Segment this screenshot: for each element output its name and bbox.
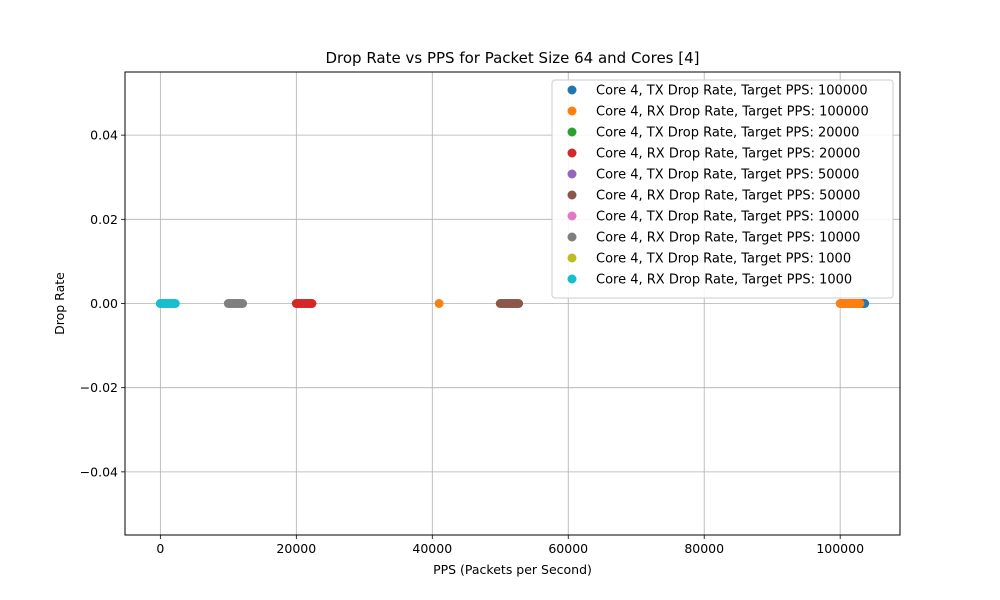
legend: Core 4, TX Drop Rate, Target PPS: 100000… bbox=[551, 79, 894, 299]
legend-marker bbox=[567, 190, 577, 200]
y-axis-label: Drop Rate bbox=[52, 272, 67, 335]
legend-box bbox=[551, 79, 894, 299]
y-tick-label: −0.02 bbox=[80, 380, 118, 395]
legend-marker bbox=[567, 232, 577, 242]
x-tick-label: 40000 bbox=[412, 541, 452, 556]
series-10 bbox=[155, 299, 180, 308]
y-tick-label: 0.02 bbox=[90, 212, 118, 227]
legend-label: Core 4, RX Drop Rate, Target PPS: 10000 bbox=[596, 231, 860, 246]
data-points bbox=[155, 299, 870, 308]
legend-label: Core 4, RX Drop Rate, Target PPS: 50000 bbox=[596, 189, 860, 204]
series-2 bbox=[434, 299, 865, 308]
data-point bbox=[307, 299, 317, 308]
data-point bbox=[170, 299, 180, 308]
series-8 bbox=[223, 299, 248, 308]
data-point bbox=[238, 299, 248, 308]
legend-marker bbox=[567, 211, 577, 221]
data-point bbox=[514, 299, 524, 308]
legend-label: Core 4, TX Drop Rate, Target PPS: 10000 bbox=[596, 210, 859, 225]
legend-label: Core 4, RX Drop Rate, Target PPS: 1000 bbox=[596, 273, 852, 288]
data-point bbox=[855, 299, 865, 308]
legend-marker bbox=[567, 85, 577, 95]
legend-label: Core 4, TX Drop Rate, Target PPS: 100000 bbox=[596, 84, 868, 99]
x-tick-label: 60000 bbox=[548, 541, 588, 556]
legend-marker bbox=[567, 127, 577, 137]
data-point bbox=[434, 299, 444, 308]
legend-label: Core 4, TX Drop Rate, Target PPS: 50000 bbox=[596, 168, 859, 183]
y-tick-label: 0.04 bbox=[90, 128, 118, 143]
y-tick-label: −0.04 bbox=[80, 464, 118, 479]
legend-marker bbox=[567, 169, 577, 179]
legend-label: Core 4, RX Drop Rate, Target PPS: 20000 bbox=[596, 147, 860, 162]
legend-marker bbox=[567, 106, 577, 116]
series-4 bbox=[291, 299, 317, 308]
legend-label: Core 4, TX Drop Rate, Target PPS: 1000 bbox=[596, 252, 851, 267]
y-tick-label: 0.00 bbox=[90, 296, 118, 311]
legend-marker bbox=[567, 148, 577, 158]
axis-ticks: 0 20000 40000 60000 80000 100000 −0.04 −0.02 0.0… bbox=[80, 128, 864, 556]
legend-label: Core 4, TX Drop Rate, Target PPS: 20000 bbox=[596, 126, 859, 141]
x-tick-label: 80000 bbox=[684, 541, 724, 556]
chart-title: Drop Rate vs PPS for Packet Size 64 and … bbox=[325, 49, 699, 67]
legend-label: Core 4, RX Drop Rate, Target PPS: 100000 bbox=[596, 105, 869, 120]
series-6 bbox=[495, 299, 524, 308]
legend-marker bbox=[567, 253, 577, 263]
x-axis-label: PPS (Packets per Second) bbox=[433, 562, 592, 577]
x-tick-label: 100000 bbox=[816, 541, 864, 556]
x-tick-label: 20000 bbox=[276, 541, 316, 556]
x-tick-label: 0 bbox=[156, 541, 164, 556]
legend-marker bbox=[567, 274, 577, 284]
